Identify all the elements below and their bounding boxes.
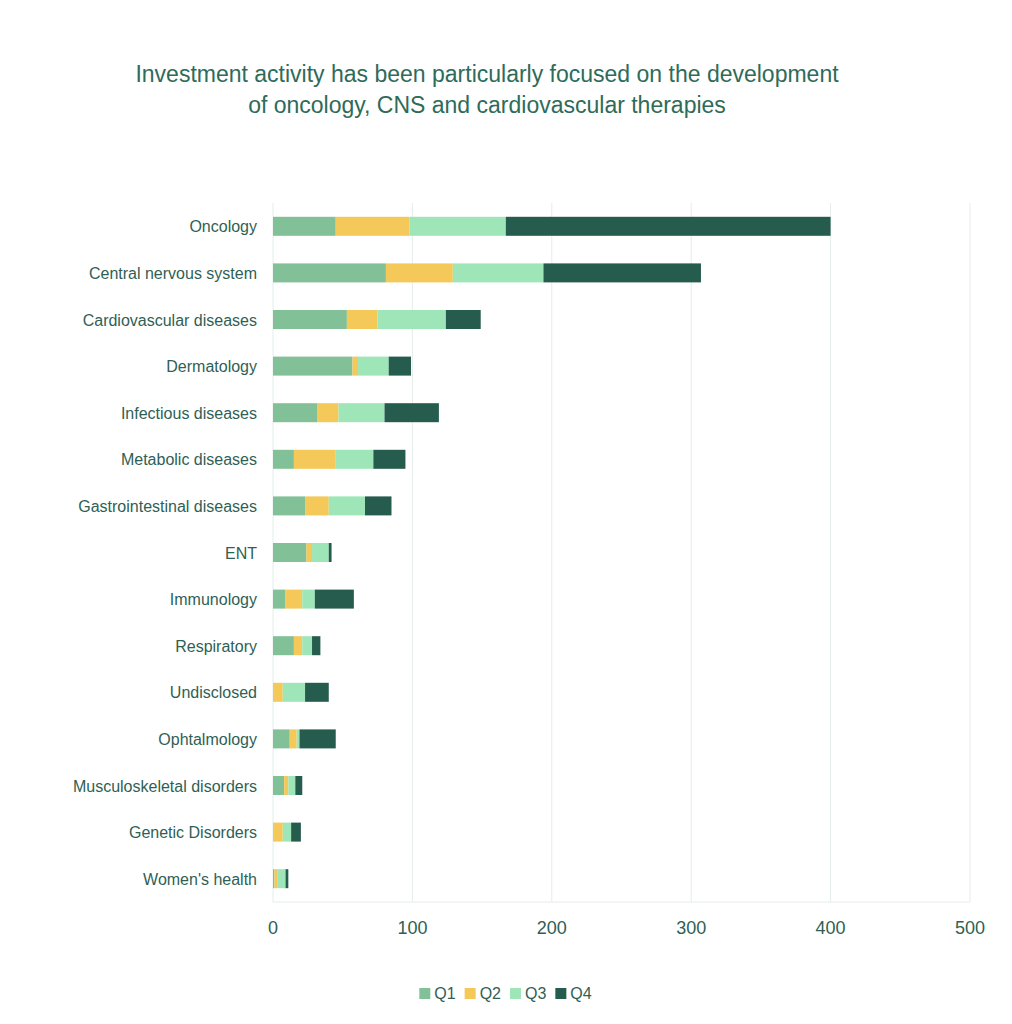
legend-label: Q2: [480, 985, 501, 1002]
axis-line: [273, 902, 970, 903]
category-label: Undisclosed: [170, 684, 257, 701]
category-label: Women's health: [143, 871, 257, 888]
bar-segment: [453, 263, 544, 282]
category-label: Cardiovascular diseases: [83, 312, 257, 329]
bar-segment: [378, 310, 446, 329]
bar-segment: [295, 776, 302, 795]
bar-segment: [305, 496, 329, 515]
bar-segment: [385, 403, 439, 422]
bar-segment: [299, 729, 335, 748]
bar-segment: [273, 543, 306, 562]
bar-segment: [410, 217, 506, 236]
bar-segment: [273, 310, 347, 329]
legend-swatch: [419, 988, 430, 999]
tick-label: 200: [537, 918, 567, 938]
bar-segment: [365, 496, 391, 515]
grid-line: [830, 203, 831, 902]
bar-segment: [273, 217, 336, 236]
bar-segment: [347, 310, 378, 329]
bar-segment: [312, 543, 329, 562]
bar-segment: [290, 729, 297, 748]
bar-segment: [358, 357, 389, 376]
grid-line: [970, 203, 971, 902]
bar-segment: [302, 636, 312, 655]
bar-segment: [312, 636, 320, 655]
grid-line: [691, 203, 692, 902]
category-label: Metabolic diseases: [121, 451, 257, 468]
bar-segment: [273, 403, 318, 422]
category-label: Gastrointestinal diseases: [78, 498, 257, 515]
legend-label: Q4: [570, 985, 591, 1002]
category-label: Dermatology: [166, 358, 257, 375]
bar-segment: [273, 776, 284, 795]
bar-segment: [336, 450, 374, 469]
bar-segment: [273, 590, 286, 609]
bar-segment: [386, 263, 453, 282]
bar-segment: [329, 543, 332, 562]
bar-segment: [297, 729, 300, 748]
bar-segment: [318, 403, 339, 422]
bar-segment: [286, 869, 289, 888]
category-label: Genetic Disorders: [129, 824, 257, 841]
bar-segment: [543, 263, 701, 282]
bar-segment: [273, 869, 274, 888]
category-label: Infectious diseases: [121, 405, 257, 422]
legend-label: Q1: [434, 985, 455, 1002]
bar-segment: [273, 263, 386, 282]
bar-segment: [302, 590, 315, 609]
bar-segment: [446, 310, 481, 329]
title-line: of oncology, CNS and cardiovascular ther…: [248, 92, 726, 118]
bar-segment: [284, 776, 288, 795]
category-label: Central nervous system: [89, 265, 257, 282]
tick-label: 500: [955, 918, 985, 938]
bar-segment: [273, 496, 305, 515]
bar-segment: [273, 357, 352, 376]
bar-segment: [277, 869, 285, 888]
bar-segment: [273, 450, 294, 469]
tick-label: 300: [676, 918, 706, 938]
bar-segment: [273, 636, 294, 655]
bar-segment: [352, 357, 358, 376]
category-label: Respiratory: [175, 638, 257, 655]
legend: Q1 Q2 Q3 Q4: [419, 985, 591, 1002]
bar-segment: [273, 683, 283, 702]
legend-swatch: [510, 988, 521, 999]
bar-segment: [373, 450, 405, 469]
bars: [273, 217, 831, 888]
category-label: Oncology: [189, 218, 257, 235]
bar-segment: [315, 590, 354, 609]
chart: Investment activity has been particularl…: [0, 0, 1012, 1024]
category-label: ENT: [225, 545, 257, 562]
bar-segment: [273, 729, 290, 748]
bar-segment: [336, 217, 410, 236]
bar-segment: [274, 869, 277, 888]
legend-label: Q3: [525, 985, 546, 1002]
bar-segment: [283, 823, 291, 842]
grid-line: [412, 203, 413, 902]
title: Investment activity has been particularl…: [135, 61, 839, 118]
bar-segment: [306, 543, 312, 562]
category-label: Ophtalmology: [158, 731, 257, 748]
bar-segment: [339, 403, 385, 422]
bar-segment: [294, 636, 302, 655]
grid-line: [551, 203, 552, 902]
bar-segment: [273, 823, 283, 842]
legend-swatch: [465, 988, 476, 999]
tick-label: 400: [816, 918, 846, 938]
bar-segment: [294, 450, 336, 469]
bar-segment: [305, 683, 329, 702]
bar-segment: [283, 683, 305, 702]
tick-label: 100: [397, 918, 427, 938]
bar-segment: [286, 590, 303, 609]
bar-segment: [288, 776, 295, 795]
title-line: Investment activity has been particularl…: [135, 61, 839, 87]
bar-segment: [291, 823, 301, 842]
legend-swatch: [555, 988, 566, 999]
bar-segment: [389, 357, 411, 376]
category-label: Immunology: [170, 591, 257, 608]
category-label: Musculoskeletal disorders: [73, 778, 257, 795]
tick-label: 0: [268, 918, 278, 938]
bar-segment: [506, 217, 831, 236]
bar-segment: [329, 496, 365, 515]
